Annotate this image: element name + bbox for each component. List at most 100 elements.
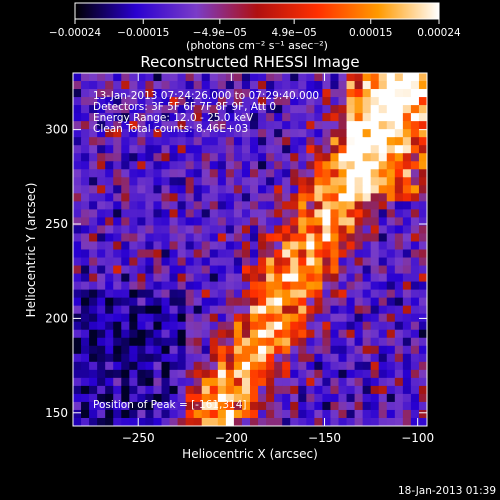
heatmap-cell — [73, 345, 82, 355]
heatmap-cell — [153, 97, 163, 106]
heatmap-cell — [354, 81, 364, 90]
heatmap-cell — [338, 121, 348, 130]
heatmap-cell — [121, 281, 130, 291]
heatmap-cell — [161, 209, 171, 219]
heatmap-cell — [153, 89, 163, 98]
heatmap-cell — [418, 233, 427, 243]
heatmap-cell — [177, 369, 187, 379]
heatmap-cell — [274, 297, 283, 307]
heatmap-cell — [73, 193, 82, 202]
heatmap-cell — [354, 241, 364, 251]
heatmap-cell — [314, 121, 324, 130]
heatmap-cell — [362, 145, 372, 154]
heatmap-cell — [105, 225, 114, 235]
heatmap-cell — [113, 225, 122, 235]
heatmap-cell — [250, 121, 259, 130]
heatmap-cell — [418, 329, 427, 339]
heatmap-cell — [330, 241, 340, 251]
heatmap-cell — [129, 337, 138, 347]
heatmap-cell — [185, 377, 195, 387]
heatmap-cell — [113, 321, 122, 331]
heatmap-cell — [153, 233, 163, 243]
heatmap-cell — [169, 369, 179, 379]
heatmap-cell — [338, 369, 348, 379]
heatmap-cell — [145, 401, 155, 411]
heatmap-cell — [201, 73, 211, 82]
heatmap-cell — [193, 129, 203, 138]
heatmap-cell — [241, 97, 251, 106]
heatmap-cell — [386, 369, 396, 379]
heatmap-cell — [258, 257, 267, 267]
heatmap-cell — [290, 113, 299, 122]
heatmap-cell — [314, 161, 324, 170]
heatmap-cell — [370, 177, 380, 186]
heatmap-cell — [137, 361, 147, 371]
heatmap-cell — [145, 353, 155, 363]
heatmap-cell — [362, 185, 372, 194]
heatmap-cell — [250, 289, 259, 299]
heatmap-cell — [266, 345, 275, 355]
heatmap-cell — [73, 97, 82, 106]
heatmap-cell — [330, 169, 340, 178]
heatmap-cell — [394, 185, 404, 194]
heatmap-cell — [233, 361, 243, 371]
heatmap-cell — [370, 225, 380, 235]
heatmap-cell — [250, 417, 259, 426]
heatmap-cell — [338, 145, 348, 154]
heatmap-cell — [298, 265, 307, 275]
heatmap-cell — [169, 393, 179, 403]
heatmap-cell — [241, 121, 251, 130]
heatmap-cell — [193, 217, 203, 227]
heatmap-cell — [185, 177, 195, 186]
heatmap-cell — [113, 217, 122, 227]
heatmap-cell — [241, 377, 251, 387]
heatmap-cell — [201, 417, 211, 426]
heatmap-cell — [225, 89, 235, 98]
heatmap-cell — [73, 305, 82, 315]
heatmap-cell — [266, 353, 275, 363]
heatmap-cell — [81, 377, 90, 387]
heatmap-cell — [233, 201, 243, 210]
heatmap-cell — [282, 233, 291, 243]
heatmap-cell — [81, 153, 90, 162]
heatmap-cell — [386, 73, 396, 82]
heatmap-cell — [354, 97, 364, 106]
heatmap-cell — [217, 193, 227, 202]
heatmap-cell — [330, 73, 340, 82]
heatmap-cell — [370, 305, 380, 315]
heatmap-cell — [370, 217, 380, 227]
heatmap-cell — [410, 153, 420, 162]
heatmap-cell — [89, 401, 98, 411]
heatmap-cell — [225, 361, 235, 371]
heatmap-cell — [362, 273, 372, 283]
heatmap-cell — [97, 361, 106, 371]
heatmap-cell — [161, 385, 171, 395]
heatmap-cell — [258, 217, 267, 227]
heatmap-cell — [386, 281, 396, 291]
heatmap-cell — [306, 281, 315, 291]
heatmap-cell — [161, 241, 171, 251]
heatmap-cell — [73, 129, 82, 138]
heatmap-cell — [233, 129, 243, 138]
heatmap-cell — [129, 241, 138, 251]
heatmap-cell — [241, 281, 251, 291]
heatmap-cell — [322, 401, 332, 411]
heatmap-cell — [378, 177, 388, 186]
heatmap-cell — [89, 257, 98, 267]
heatmap-cell — [346, 265, 356, 275]
heatmap-cell — [209, 161, 219, 170]
heatmap-cell — [290, 177, 299, 186]
heatmap-cell — [274, 321, 283, 331]
heatmap-cell — [201, 377, 211, 387]
heatmap-cell — [370, 369, 380, 379]
heatmap-cell — [169, 177, 179, 186]
heatmap-cell — [129, 313, 138, 323]
heatmap-cell — [113, 193, 122, 202]
heatmap-cell — [209, 177, 219, 186]
heatmap-cell — [121, 105, 130, 114]
heatmap-cell — [274, 369, 283, 379]
heatmap-cell — [354, 145, 364, 154]
heatmap-cell — [330, 409, 340, 419]
heatmap-cell — [274, 281, 283, 291]
heatmap-cell — [97, 305, 106, 315]
